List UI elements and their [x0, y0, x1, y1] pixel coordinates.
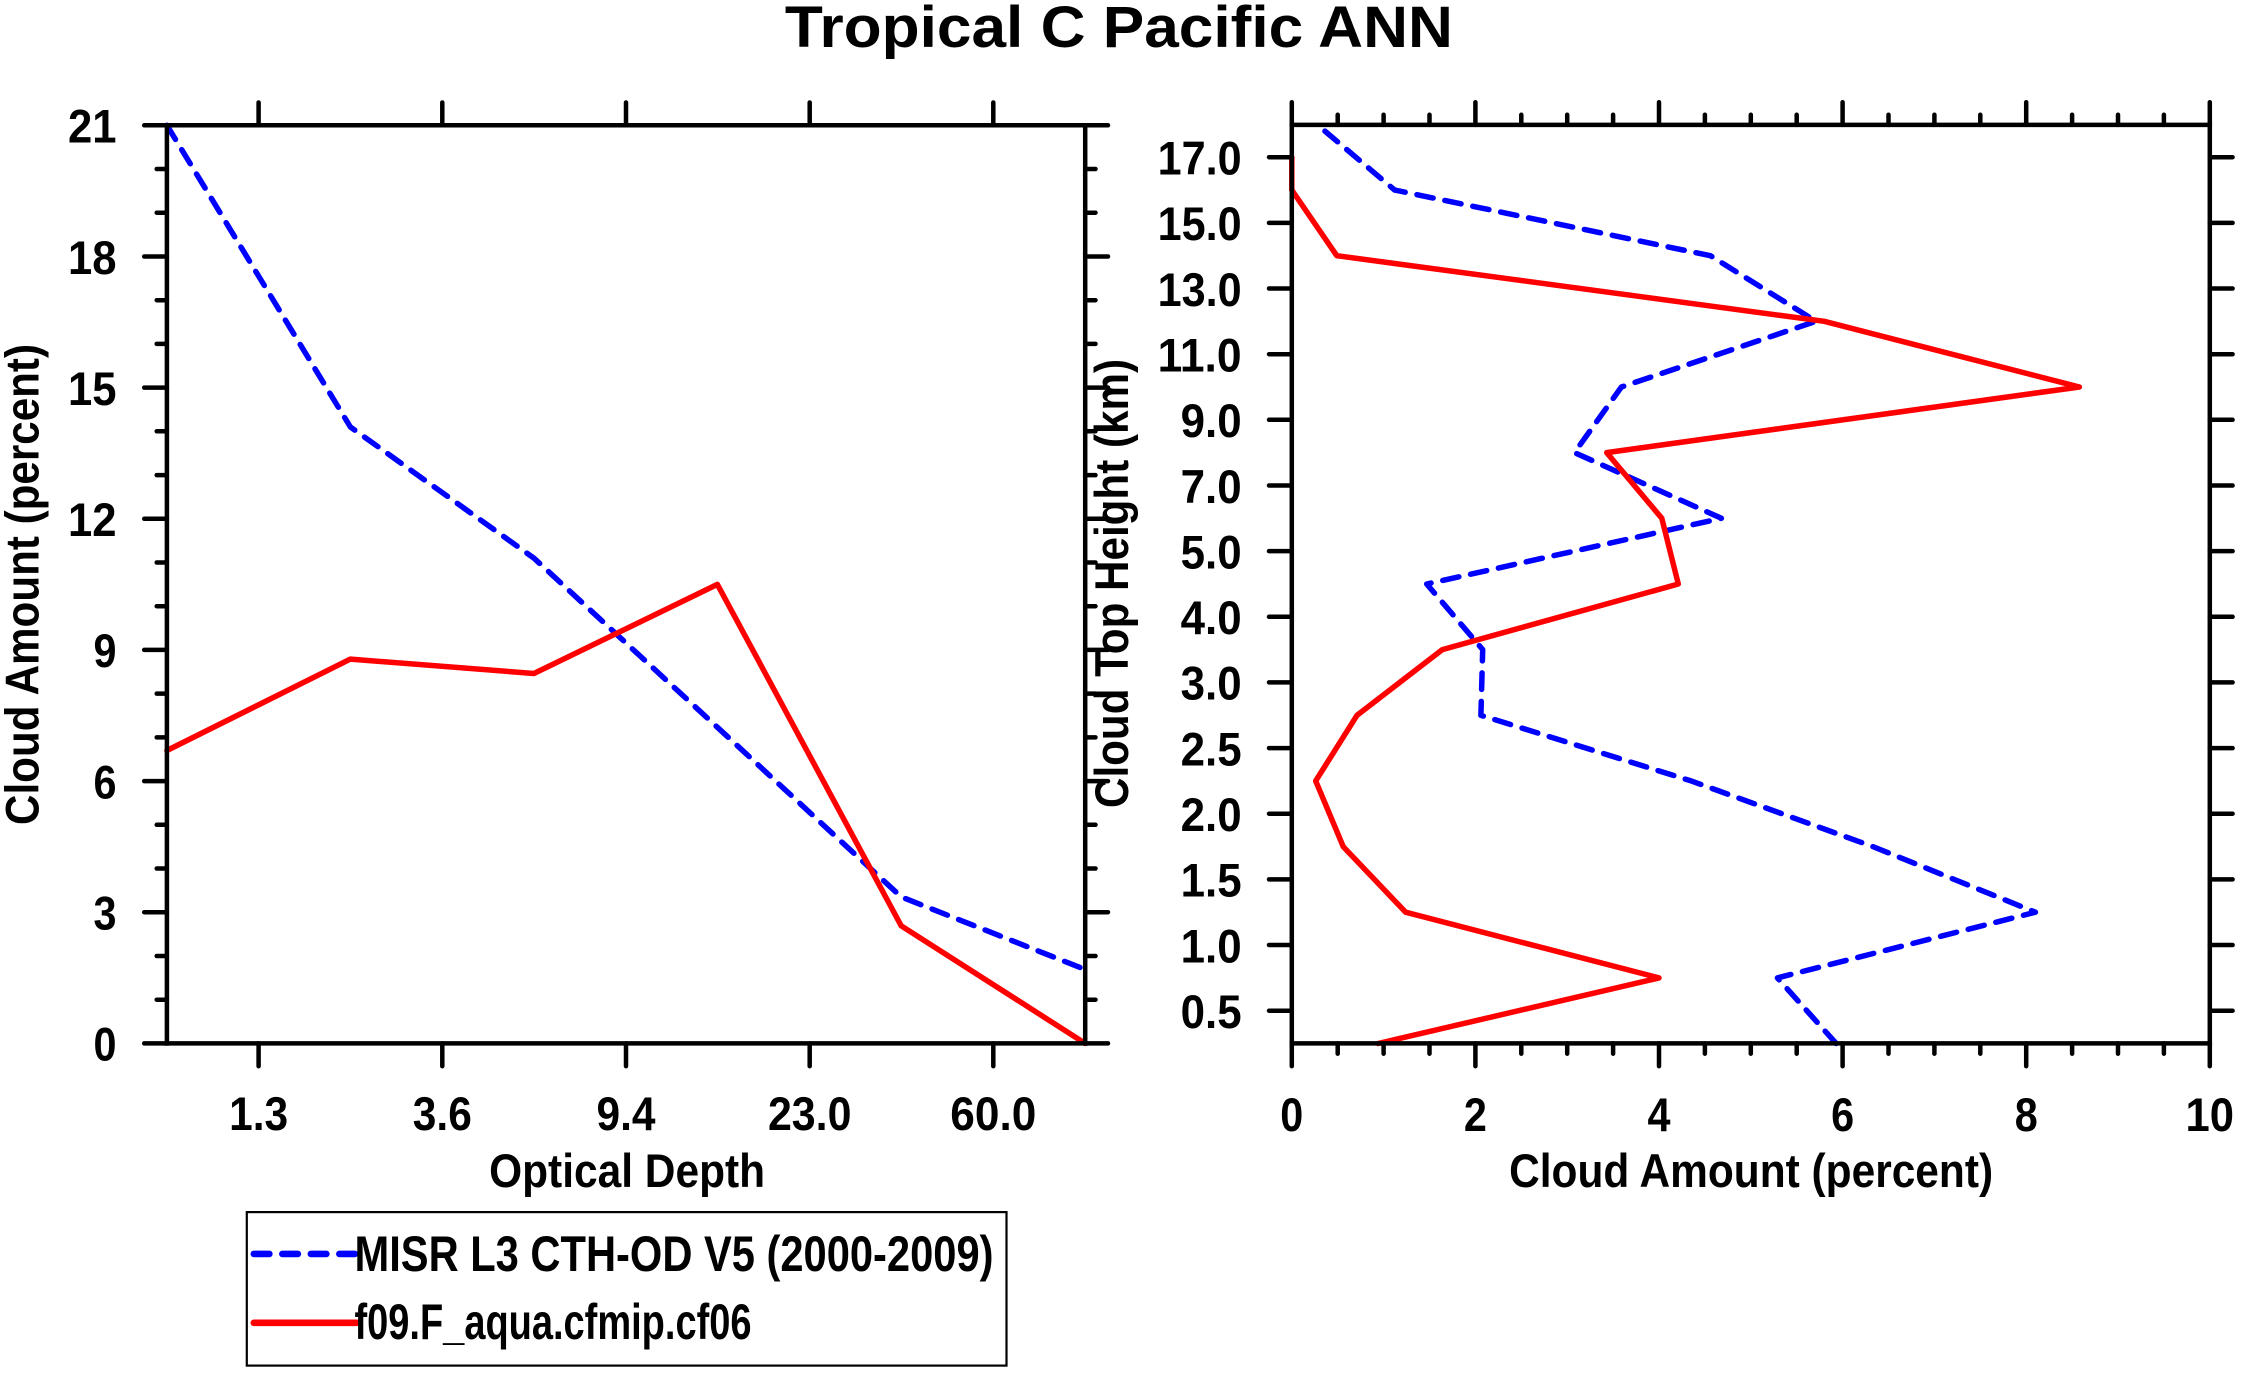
- svg-text:0: 0: [1280, 1089, 1303, 1142]
- svg-text:MISR L3 CTH-OD V5 (2000-2009): MISR L3 CTH-OD V5 (2000-2009): [355, 1225, 994, 1282]
- svg-text:2.0: 2.0: [1181, 789, 1242, 842]
- svg-text:Cloud Top Height (km): Cloud Top Height (km): [1086, 359, 1139, 808]
- svg-text:9: 9: [94, 625, 117, 678]
- svg-text:0: 0: [94, 1019, 117, 1072]
- svg-text:1.0: 1.0: [1181, 920, 1242, 973]
- svg-text:0.5: 0.5: [1181, 986, 1242, 1039]
- svg-text:3.6: 3.6: [413, 1088, 472, 1141]
- svg-text:f09.F_aqua.cfmip.cf06: f09.F_aqua.cfmip.cf06: [355, 1293, 752, 1350]
- svg-text:8: 8: [2015, 1089, 2038, 1142]
- svg-text:18: 18: [68, 232, 117, 285]
- svg-text:13.0: 13.0: [1158, 264, 1242, 317]
- svg-text:21: 21: [68, 101, 117, 154]
- svg-text:10: 10: [2186, 1089, 2235, 1142]
- svg-text:3.0: 3.0: [1181, 658, 1242, 711]
- svg-text:12: 12: [68, 494, 117, 547]
- svg-text:11.0: 11.0: [1158, 330, 1242, 383]
- svg-text:4: 4: [1648, 1089, 1672, 1142]
- svg-text:23.0: 23.0: [768, 1088, 852, 1141]
- svg-text:Cloud Amount (percent): Cloud Amount (percent): [0, 344, 49, 825]
- svg-text:Cloud Amount (percent): Cloud Amount (percent): [1509, 1145, 1993, 1198]
- svg-text:60.0: 60.0: [950, 1088, 1036, 1141]
- svg-text:15: 15: [68, 363, 117, 416]
- svg-text:9.0: 9.0: [1181, 395, 1242, 448]
- svg-text:6: 6: [1831, 1089, 1854, 1142]
- svg-text:15.0: 15.0: [1158, 198, 1242, 251]
- svg-text:2.5: 2.5: [1181, 723, 1242, 776]
- svg-text:5.0: 5.0: [1181, 526, 1242, 579]
- svg-text:Optical Depth: Optical Depth: [489, 1145, 765, 1198]
- svg-text:Tropical C Pacific ANN: Tropical C Pacific ANN: [785, 0, 1453, 60]
- svg-text:6: 6: [94, 756, 117, 809]
- svg-text:2: 2: [1464, 1089, 1487, 1142]
- svg-text:1.5: 1.5: [1181, 855, 1242, 908]
- svg-text:4.0: 4.0: [1181, 592, 1242, 645]
- svg-text:9.4: 9.4: [597, 1088, 657, 1141]
- svg-text:7.0: 7.0: [1181, 461, 1242, 514]
- svg-text:1.3: 1.3: [229, 1088, 288, 1141]
- svg-text:17.0: 17.0: [1158, 133, 1242, 186]
- svg-text:3: 3: [94, 888, 117, 941]
